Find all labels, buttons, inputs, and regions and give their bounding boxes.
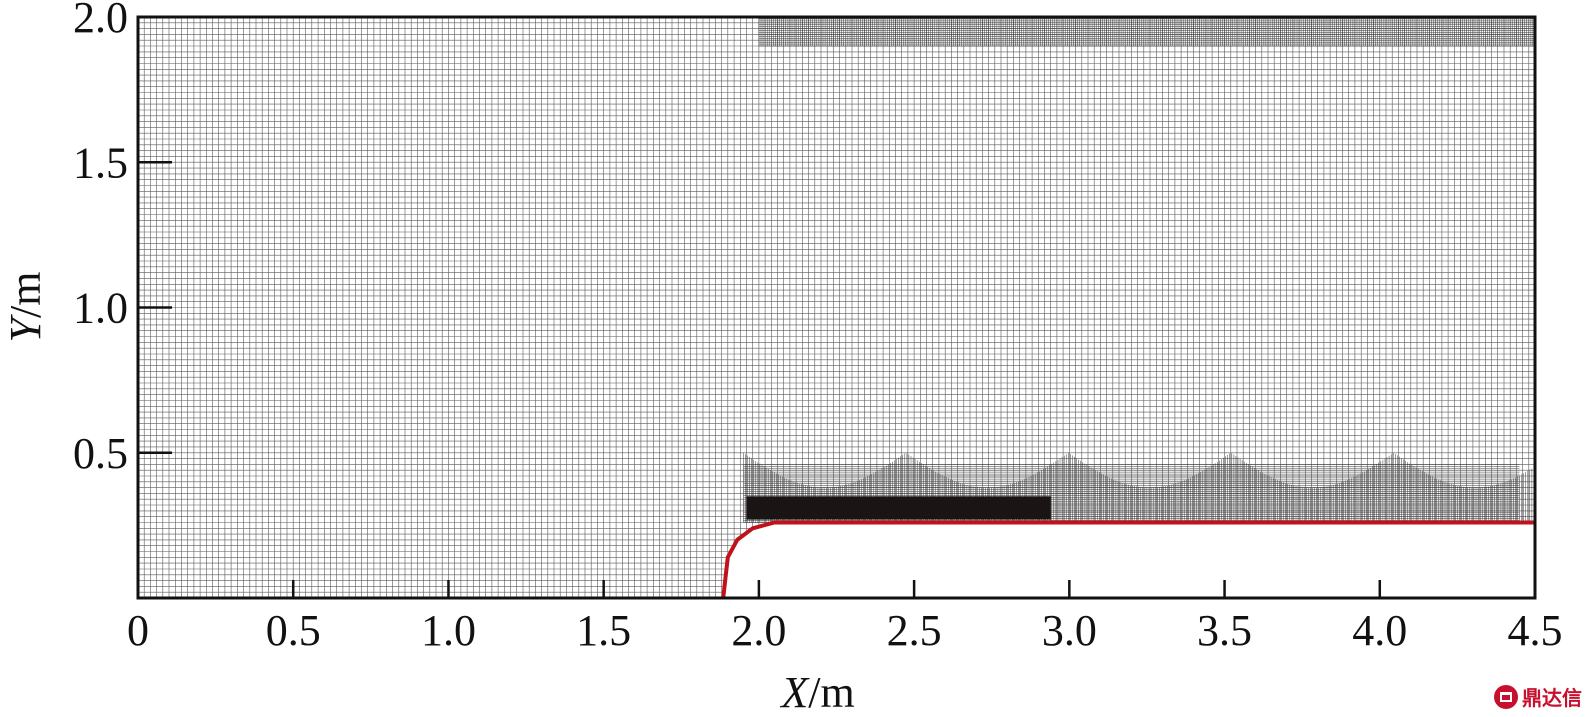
x-tick-label: 0.5 bbox=[266, 606, 321, 655]
y-tick-label: 1.5 bbox=[73, 138, 128, 187]
x-tick-label: 4.0 bbox=[1352, 606, 1407, 655]
x-axis-ticks: 0 0.5 1.0 1.5 2.0 2.5 3.0 3.5 4.0 4.5 bbox=[127, 580, 1563, 655]
y-tick-label: 0.5 bbox=[73, 429, 128, 478]
x-tick-label: 0 bbox=[127, 606, 149, 655]
dark-block bbox=[746, 496, 1051, 520]
y-tick-label: 2.0 bbox=[73, 0, 128, 42]
watermark-icon bbox=[1494, 684, 1518, 709]
x-axis-title-unit: /m bbox=[808, 668, 854, 717]
body-outline bbox=[721, 520, 1535, 599]
body-outline-line bbox=[721, 520, 1535, 599]
x-tick-label: 1.0 bbox=[421, 606, 476, 655]
dark-block-rect bbox=[746, 496, 1051, 520]
x-axis-title: X/m bbox=[779, 668, 854, 717]
x-tick-label: 3.5 bbox=[1197, 606, 1252, 655]
y-tick-label: 1.0 bbox=[73, 284, 128, 333]
top-refined-lines bbox=[758, 16, 1535, 47]
body-interior bbox=[723, 522, 1535, 598]
y-axis-title: Y/m bbox=[1, 272, 50, 343]
x-tick-label: 4.5 bbox=[1508, 606, 1563, 655]
x-tick-label: 1.5 bbox=[576, 606, 631, 655]
watermark-text: 鼎达信 bbox=[1522, 686, 1582, 710]
y-axis-title-var: Y bbox=[1, 313, 50, 342]
x-axis-title-var: X bbox=[779, 668, 810, 717]
x-tick-label: 2.0 bbox=[731, 606, 786, 655]
y-axis-ticks: 0.5 1.0 1.5 2.0 bbox=[73, 0, 172, 478]
watermark-logo: 鼎达信 bbox=[1494, 682, 1582, 711]
x-tick-label: 3.0 bbox=[1042, 606, 1097, 655]
y-axis-title-unit: /m bbox=[1, 272, 50, 318]
x-tick-label: 2.5 bbox=[887, 606, 942, 655]
